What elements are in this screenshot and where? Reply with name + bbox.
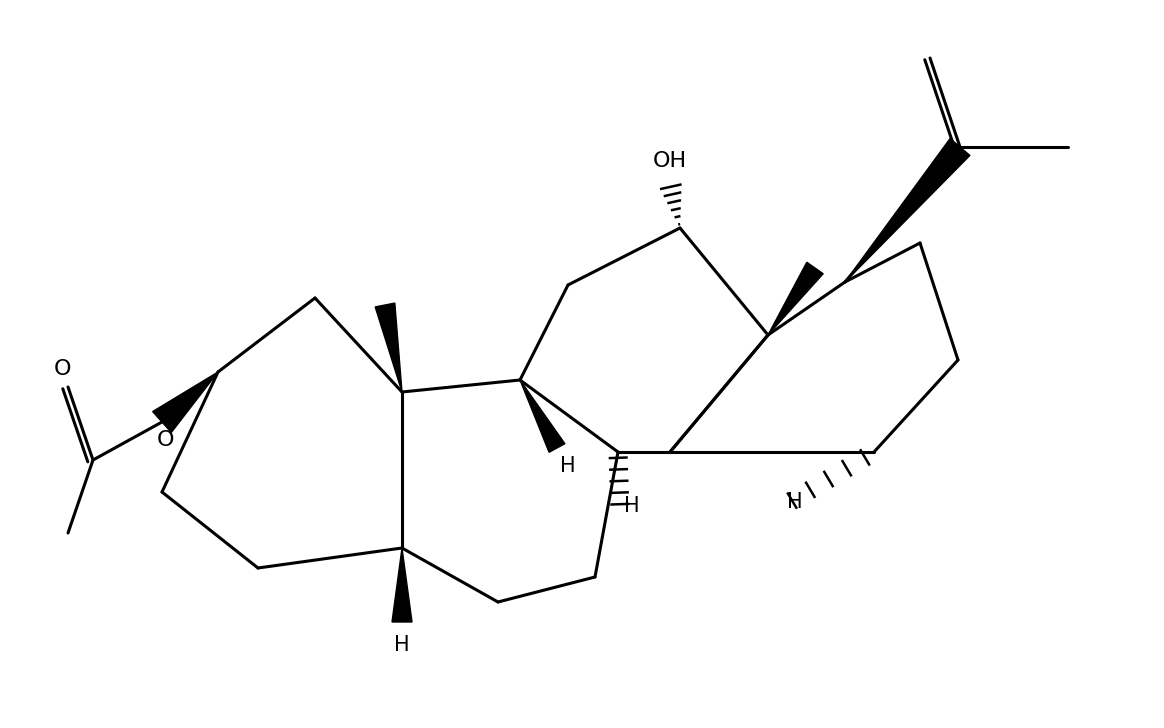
Polygon shape xyxy=(768,262,823,335)
Text: O: O xyxy=(55,359,72,379)
Text: O: O xyxy=(156,430,173,450)
Polygon shape xyxy=(520,380,565,452)
Text: H: H xyxy=(395,635,410,655)
Text: H: H xyxy=(624,496,640,516)
Text: OH: OH xyxy=(653,151,687,171)
Text: H: H xyxy=(560,456,576,476)
Polygon shape xyxy=(845,138,970,282)
Text: H: H xyxy=(787,492,803,512)
Polygon shape xyxy=(375,303,402,392)
Polygon shape xyxy=(392,548,412,622)
Polygon shape xyxy=(152,372,218,432)
